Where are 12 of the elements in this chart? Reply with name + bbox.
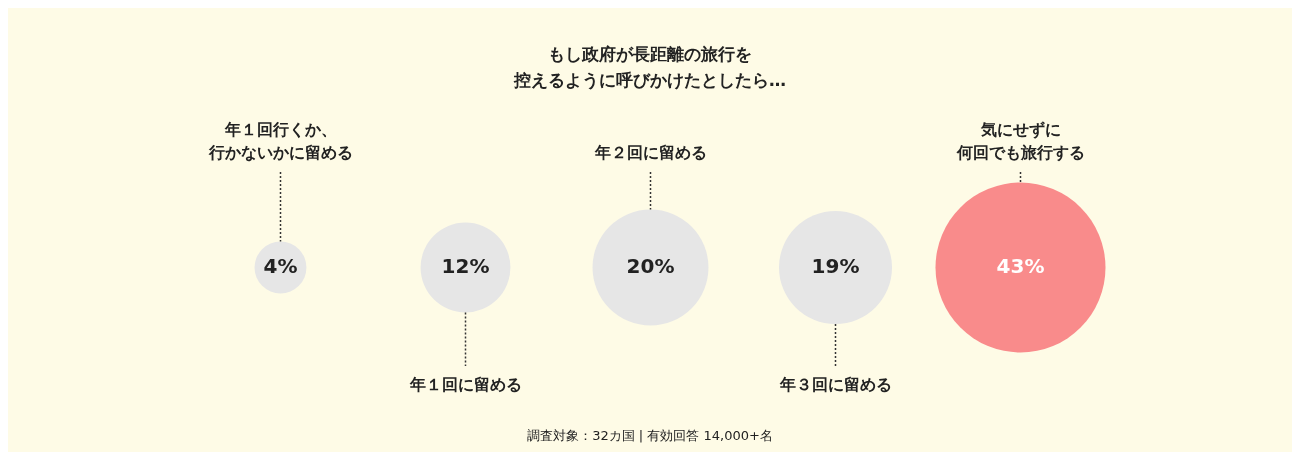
data-label: 20% [626,253,675,278]
category-label: 年３回に留める [778,375,892,394]
category-label: 気にせずに何回でも旅行する [955,120,1085,162]
text: もし政府が長距離の旅行を控えるように呼びかけたとしたら… [513,44,786,90]
category-label: 年１回行くか、行かないかに留める [207,120,353,162]
data-label: 19% [811,253,860,278]
data-label: 4% [263,253,298,278]
text: 調査対象：32カ国 | 有効回答 14,000+名 [527,428,773,443]
category-label: 年１回に留める [408,375,522,394]
data-label: 43% [996,253,1045,278]
category-label: 年２回に留める [593,143,707,162]
data-label: 12% [441,253,490,278]
